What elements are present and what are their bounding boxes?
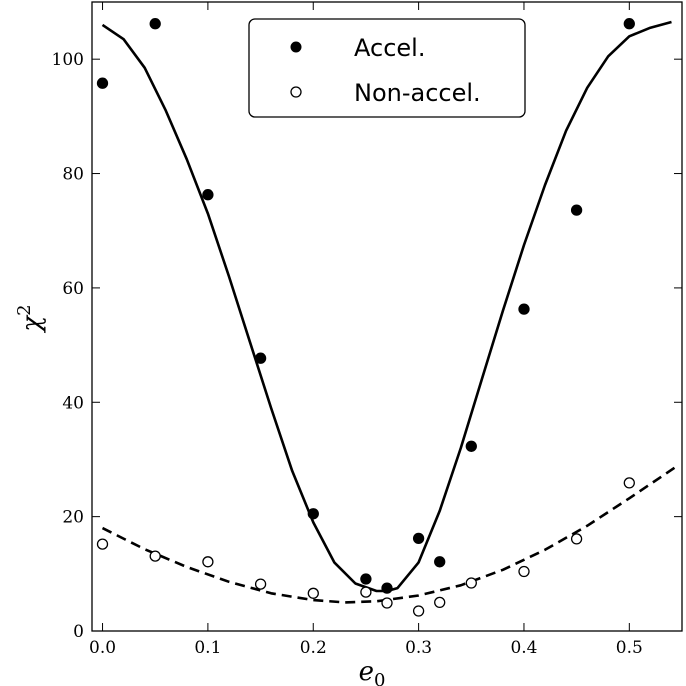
legend-marker-non-accel xyxy=(290,86,302,98)
x-tick-label: 0.2 xyxy=(300,638,327,658)
non-accel-point xyxy=(412,605,425,617)
non-accel-point xyxy=(360,586,372,598)
y-tick-label: 60 xyxy=(62,279,84,299)
data-points xyxy=(96,18,635,617)
y-tick-label: 20 xyxy=(62,508,84,528)
y-axis-label: χ2 xyxy=(14,304,47,333)
accel-point xyxy=(307,508,319,520)
accel-point xyxy=(96,77,109,89)
non-accel-point xyxy=(149,550,161,562)
accel-point xyxy=(202,189,214,201)
x-axis-label: e0 xyxy=(359,657,386,686)
y-axis-label-superscript: 2 xyxy=(14,304,35,315)
non-accel-point xyxy=(623,477,635,489)
non-accel-point xyxy=(254,578,267,590)
plot-frame xyxy=(91,1,683,632)
accel-point xyxy=(465,440,477,452)
accel-point xyxy=(623,18,635,30)
non-accel-point xyxy=(465,577,477,589)
accel-point xyxy=(360,573,372,585)
legend-label-accel: Accel. xyxy=(354,34,425,62)
legend-box xyxy=(248,18,526,118)
non-accel-point xyxy=(307,587,319,599)
accel-point xyxy=(149,18,161,30)
legend-label-non-accel: Non-accel. xyxy=(354,79,481,107)
x-tick-label: 0.0 xyxy=(89,638,116,658)
non-accel-point xyxy=(381,597,393,609)
x-tick-label: 0.3 xyxy=(405,638,432,658)
legend-marker-accel xyxy=(290,41,302,53)
x-tick-label: 0.1 xyxy=(194,638,221,658)
non-accel-point xyxy=(570,533,583,545)
legend: Accel. Non-accel. xyxy=(248,18,526,118)
non-accel-point xyxy=(96,538,109,550)
x-tick-label: 0.4 xyxy=(510,638,537,658)
fit-curve-dashed xyxy=(101,465,678,604)
non-accel-point xyxy=(434,596,446,609)
accel-point xyxy=(434,556,446,568)
axis-ticks: 0.0 0.1 0.2 0.3 0.4 0.5 0 20 40 60 80 100 xyxy=(52,2,682,658)
accel-point xyxy=(412,532,425,545)
non-accel-point xyxy=(518,565,530,578)
accel-point xyxy=(381,582,393,594)
y-tick-label: 0 xyxy=(73,622,84,642)
accel-point xyxy=(254,352,267,364)
x-axis-label-subscript: 0 xyxy=(374,670,385,686)
y-tick-label: 100 xyxy=(52,50,84,70)
y-tick-label: 40 xyxy=(62,393,84,413)
non-accel-point xyxy=(202,556,214,568)
x-tick-label: 0.5 xyxy=(616,638,643,658)
y-tick-label: 80 xyxy=(62,165,84,185)
accel-point xyxy=(518,303,530,315)
accel-point xyxy=(570,204,583,216)
